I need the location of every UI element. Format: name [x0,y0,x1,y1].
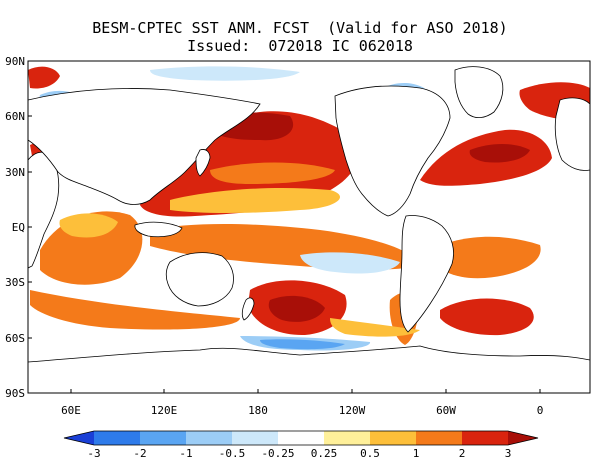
colorbar-tick: 2 [459,447,466,460]
anomaly-patch [300,252,400,274]
colorbar-cell [508,431,538,445]
colorbar-tick: -0.5 [219,447,246,460]
colorbar-cell [64,431,94,445]
lat-label-60n: 60N [5,110,25,123]
colorbar-tick: 0.5 [360,447,380,460]
landmass-south-america [399,215,454,333]
map-title-line2: Issued: 072018 IC 062018 [187,37,413,55]
colorbar-tick: 0.25 [311,447,338,460]
anomaly-patch [330,318,420,337]
lon-axis: 60E 120E 180 120W 60W 0 [61,389,543,417]
landmass-antarctica [28,345,590,393]
anomaly-patch [469,144,530,163]
colorbar-cell [416,431,462,445]
anomaly-patch [260,339,345,350]
lon-label-180: 180 [248,404,268,417]
colorbar-tick: -0.25 [261,447,294,460]
colorbar-tick: -3 [87,447,100,460]
anomaly-patch [170,188,340,213]
landmass-eurasia [28,88,261,205]
colorbar-cell [278,431,324,445]
lat-label-eq: EQ [12,221,25,234]
colorbar-cell [186,431,232,445]
anomaly-patch [28,66,60,89]
lon-label-120w: 120W [339,404,366,417]
colorbar-tick: 1 [413,447,420,460]
anomaly-patch [30,290,240,330]
landmass-north-america [334,85,451,217]
colorbar-tick: -2 [133,447,146,460]
anomaly-patch [210,162,335,184]
anomaly-patch [268,295,325,322]
lon-label-60w: 60W [436,404,456,417]
colorbar: -3 -2 -1 -0.5 -0.25 0.25 0.5 1 2 3 [63,430,539,460]
lat-label-60s: 60S [5,332,25,345]
map-field [28,61,590,393]
lat-axis: 90N 60N 30N EQ 30S 60S 90S [5,55,32,400]
landmass-indonesia [134,221,183,238]
anomaly-patches [28,66,590,351]
landmass-greenland [454,66,504,118]
colorbar-cell [370,431,416,445]
lat-label-90n: 90N [5,55,25,68]
landmass-japan [195,149,211,177]
lat-label-90s: 90S [5,387,25,400]
map-title-line1: BESM-CPTEC SST ANM. FCST (Valid for ASO … [92,19,508,37]
colorbar-tick: 3 [505,447,512,460]
anomaly-patch [440,298,534,336]
colorbar-cell [232,431,278,445]
land-masses [28,66,590,393]
lon-label-60e: 60E [61,404,81,417]
anomaly-patch [59,213,118,238]
landmass-europe [554,97,590,171]
colorbar-cell [94,431,140,445]
landmass-australia [165,252,234,307]
colorbar-cell [140,431,186,445]
anomaly-patch [150,66,300,81]
anomaly-patch [430,236,541,279]
lat-label-30s: 30S [5,276,25,289]
lat-label-30n: 30N [5,166,25,179]
colorbar-tick: -1 [179,447,192,460]
colorbar-cell [462,431,508,445]
landmass-new-zealand [241,297,255,321]
lon-label-0: 0 [537,404,544,417]
lon-label-120e: 120E [151,404,178,417]
colorbar-cell [324,431,370,445]
